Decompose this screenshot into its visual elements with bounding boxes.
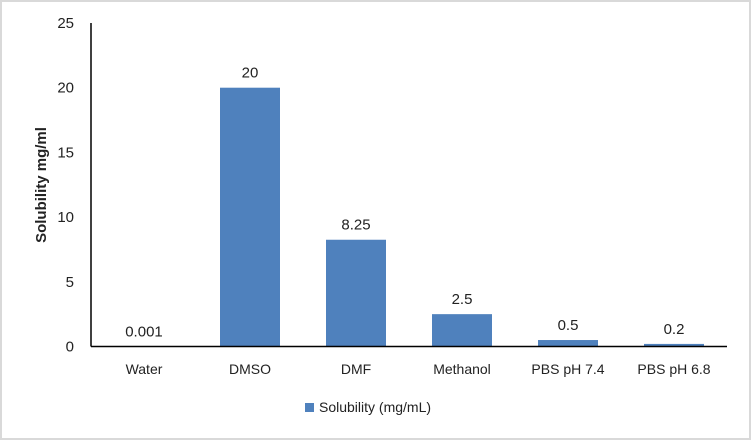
data-label: 20 [242,65,259,82]
bar [538,340,598,347]
bar [220,87,280,347]
y-tick-label: 25 [57,15,74,32]
data-label: 0.001 [125,323,163,340]
data-label: 0.5 [558,317,579,334]
x-tick-label: Water [126,361,163,377]
y-tick-label: 15 [57,144,74,161]
legend: Solubility (mg/mL) [305,399,431,415]
y-tick-label: 0 [66,339,74,356]
bar [432,314,492,347]
bar [326,239,386,347]
x-tick-label: Methanol [433,361,491,377]
bar [644,343,704,347]
legend-swatch [305,403,314,412]
legend-label: Solubility (mg/mL) [319,399,431,415]
y-axis-label: Solubility mg/ml [33,127,50,243]
y-tick-label: 20 [57,80,74,97]
data-label: 8.25 [341,217,370,234]
x-tick-label: PBS pH 6.8 [637,361,710,377]
data-label: 2.5 [452,291,473,308]
x-tick-label: PBS pH 7.4 [531,361,604,377]
y-tick-label: 5 [66,274,74,291]
x-tick-label: DMF [341,361,371,377]
y-tick-label: 10 [57,209,74,226]
x-tick-label: DMSO [229,361,271,377]
data-label: 0.2 [664,321,685,338]
